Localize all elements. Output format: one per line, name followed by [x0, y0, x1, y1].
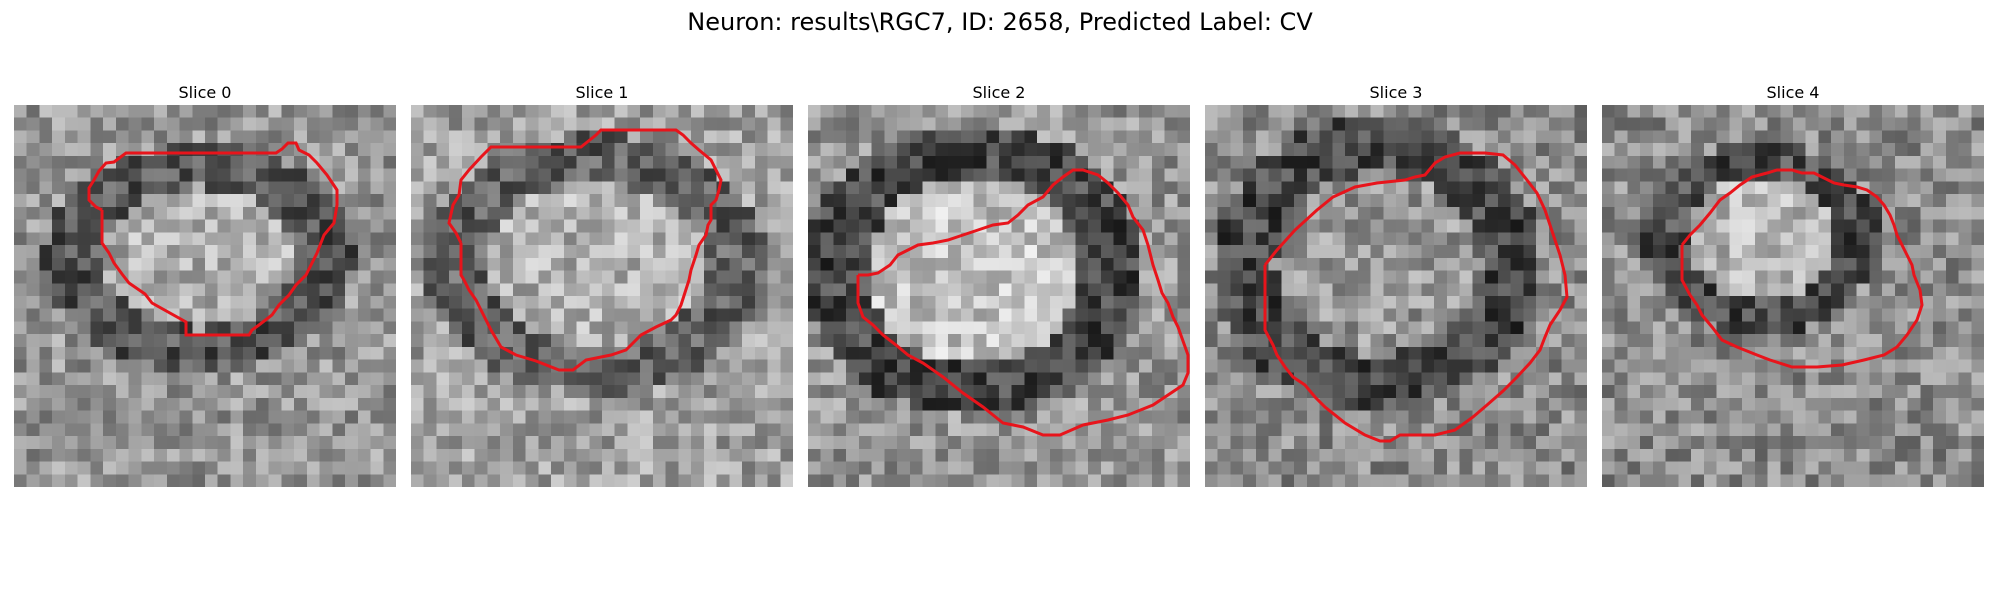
slice-panel-1: Slice 1	[411, 83, 793, 487]
slice-title-2: Slice 2	[972, 83, 1026, 102]
slice-panel-0: Slice 0	[14, 83, 396, 487]
slice-panel-2: Slice 2	[808, 83, 1190, 487]
slice-title-3: Slice 3	[1369, 83, 1423, 102]
slice-image-4	[1602, 105, 1984, 487]
slice-image-3	[1205, 105, 1587, 487]
slice-panel-4: Slice 4	[1602, 83, 1984, 487]
slice-image-0	[14, 105, 396, 487]
slice-image-1	[411, 105, 793, 487]
slice-panel-3: Slice 3	[1205, 83, 1587, 487]
slice-image-2	[808, 105, 1190, 487]
slice-title-4: Slice 4	[1766, 83, 1820, 102]
slice-title-1: Slice 1	[575, 83, 629, 102]
slice-title-0: Slice 0	[178, 83, 232, 102]
figure-title: Neuron: results\RGC7, ID: 2658, Predicte…	[687, 8, 1313, 36]
